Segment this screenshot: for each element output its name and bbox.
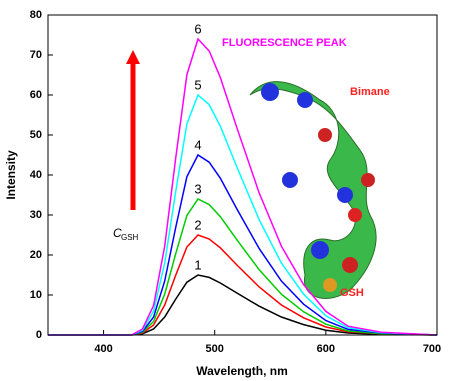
x-axis-title: Wavelength, nm: [196, 364, 288, 378]
series-line: [48, 275, 437, 335]
y-tick-label: 20: [30, 249, 42, 261]
y-tick-label: 0: [36, 329, 42, 341]
y-axis-title: Intensity: [4, 150, 18, 200]
x-tick-label: 700: [423, 343, 441, 355]
annotation: FLUORESCENCE PEAK: [222, 37, 347, 49]
series-label: 4: [194, 137, 201, 152]
x-tick-label: 400: [94, 343, 112, 355]
series-line: [48, 235, 437, 335]
x-tick-label: 600: [317, 343, 335, 355]
series-line: [48, 95, 437, 335]
y-tick-label: 50: [30, 129, 42, 141]
molecule: [250, 82, 376, 299]
y-tick-label: 60: [30, 89, 42, 101]
series-label: 6: [194, 21, 201, 36]
arrow-head: [126, 50, 140, 64]
arrow-label-sub: GSH: [121, 233, 139, 242]
y-tick-label: 30: [30, 209, 42, 221]
y-tick-label: 70: [30, 49, 42, 61]
series-label: 1: [194, 257, 201, 272]
series-label: 3: [194, 181, 201, 196]
x-tick-label: 500: [206, 343, 224, 355]
series-label: 2: [194, 217, 201, 232]
y-tick-label: 80: [30, 9, 42, 21]
annotation: Bimane: [350, 86, 390, 98]
annotation: GSH: [340, 287, 364, 299]
chart: C GSH FLUORESCENCE PEAK Bimane GSH Wavel…: [0, 0, 449, 381]
y-tick-label: 40: [30, 169, 42, 181]
y-tick-label: 10: [30, 289, 42, 301]
series-line: [48, 39, 437, 335]
plot-frame: [48, 15, 437, 335]
series-label: 5: [194, 77, 201, 92]
